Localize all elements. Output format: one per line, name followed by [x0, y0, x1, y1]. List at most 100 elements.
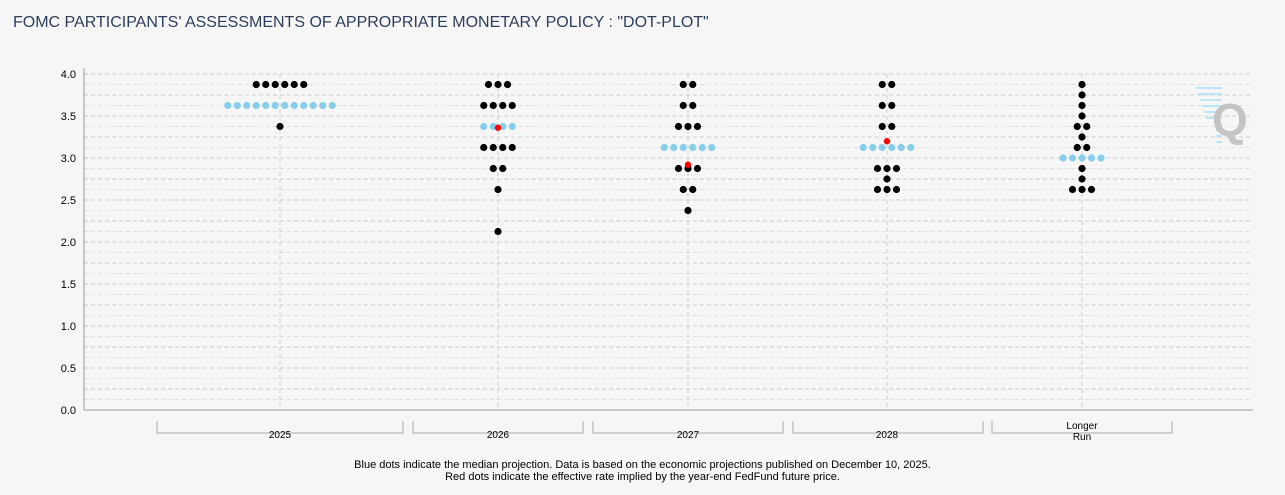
- median-dot: [660, 143, 668, 152]
- median-dot: [262, 101, 270, 110]
- participant-dot: [674, 122, 683, 131]
- median-dot: [859, 143, 867, 152]
- participant-dot: [252, 80, 260, 89]
- participant-dot: [1078, 91, 1086, 99]
- participant-dot: [262, 80, 270, 89]
- participant-dot: [693, 122, 702, 131]
- participant-dot: [689, 185, 697, 194]
- participant-dot: [883, 185, 891, 194]
- participant-dot: [489, 143, 497, 152]
- y-tick-label: 0.0: [61, 405, 76, 417]
- median-dot: [689, 143, 697, 152]
- median-dot: [708, 143, 716, 152]
- participant-dot: [1078, 101, 1086, 110]
- y-tick-label: 1.0: [61, 321, 76, 333]
- participant-dot: [873, 185, 882, 194]
- participant-dot: [679, 185, 687, 194]
- implied-rate-dot: [883, 138, 891, 145]
- participant-dot: [489, 164, 497, 173]
- participant-dot: [281, 80, 289, 89]
- median-dot: [897, 143, 905, 152]
- median-dot: [252, 101, 260, 110]
- participant-dot: [300, 80, 308, 89]
- median-dot: [224, 101, 232, 110]
- participant-dot: [499, 164, 507, 173]
- participant-dot: [499, 143, 507, 152]
- y-tick-label: 0.5: [61, 363, 76, 375]
- participant-dot: [693, 164, 702, 173]
- x-tick-label: 2028: [876, 430, 899, 441]
- participant-dot: [489, 101, 497, 110]
- implied-rate-dot: [684, 161, 692, 168]
- participant-dot: [1083, 122, 1091, 131]
- median-dot: [878, 143, 886, 152]
- participant-dot: [878, 101, 886, 110]
- median-dot: [309, 101, 317, 110]
- participant-dot: [873, 164, 882, 173]
- y-tick-label: 3.5: [61, 111, 76, 123]
- median-dot: [243, 101, 251, 110]
- participant-dot: [892, 164, 901, 173]
- median-dot: [888, 143, 896, 152]
- participant-dot: [508, 101, 516, 110]
- participant-dot: [480, 101, 488, 110]
- median-dot: [300, 101, 308, 110]
- category-bracket: [412, 421, 584, 434]
- participant-dot: [276, 122, 284, 131]
- participant-dot: [480, 143, 488, 152]
- participant-dot: [888, 80, 896, 89]
- median-dot: [508, 122, 516, 131]
- median-dot: [869, 143, 877, 152]
- category-bracket: [156, 421, 404, 434]
- y-tick-label: 1.5: [61, 279, 76, 291]
- participant-dot: [1078, 80, 1086, 89]
- median-dot: [271, 101, 279, 110]
- participant-dot: [674, 164, 683, 173]
- x-tick-label: Run: [1073, 432, 1091, 443]
- y-tick-label: 2.0: [61, 237, 76, 249]
- participant-dot: [689, 80, 697, 89]
- y-tick-label: 4.0: [61, 69, 76, 81]
- median-dot: [1087, 154, 1096, 162]
- participant-dot: [892, 185, 901, 194]
- x-tick-label: Longer: [1066, 421, 1098, 432]
- participant-dot: [494, 185, 502, 194]
- median-dot: [281, 101, 289, 110]
- participant-dot: [271, 80, 279, 89]
- median-dot: [1068, 154, 1077, 162]
- participant-dot: [290, 80, 298, 89]
- x-tick-label: 2026: [487, 430, 510, 441]
- participant-dot: [684, 206, 692, 215]
- participant-dot: [494, 80, 502, 89]
- category-bracket: [991, 421, 1173, 434]
- participant-dot: [1073, 143, 1081, 152]
- participant-dot: [1073, 122, 1081, 131]
- participant-dot: [883, 164, 891, 173]
- participant-dot: [1083, 143, 1091, 152]
- participant-dot: [1087, 185, 1096, 194]
- y-tick-label: 3.0: [61, 153, 76, 165]
- x-tick-label: 2025: [269, 430, 292, 441]
- participant-dot: [484, 80, 493, 89]
- median-dot: [319, 101, 327, 110]
- median-dot: [480, 122, 488, 131]
- median-dot: [907, 143, 915, 152]
- participant-dot: [1078, 164, 1086, 173]
- median-dot: [233, 101, 241, 110]
- participant-dot: [679, 80, 687, 89]
- median-dot: [290, 101, 298, 110]
- participant-dot: [1068, 185, 1077, 194]
- y-tick-label: 2.5: [61, 195, 76, 207]
- category-bracket: [792, 421, 984, 434]
- participant-dot: [1078, 175, 1086, 183]
- median-dot: [328, 101, 336, 110]
- participant-dot: [494, 227, 502, 236]
- median-dot: [1059, 154, 1067, 162]
- median-dot: [698, 143, 706, 152]
- median-note: Blue dots indicate the median projection…: [354, 459, 931, 471]
- participant-dot: [1078, 133, 1086, 141]
- chart-title: FOMC PARTICIPANTS' ASSESSMENTS OF APPROP…: [13, 14, 709, 31]
- x-tick-label: 2027: [677, 430, 700, 441]
- implied-rate-note: Red dots indicate the effective rate imp…: [445, 471, 840, 483]
